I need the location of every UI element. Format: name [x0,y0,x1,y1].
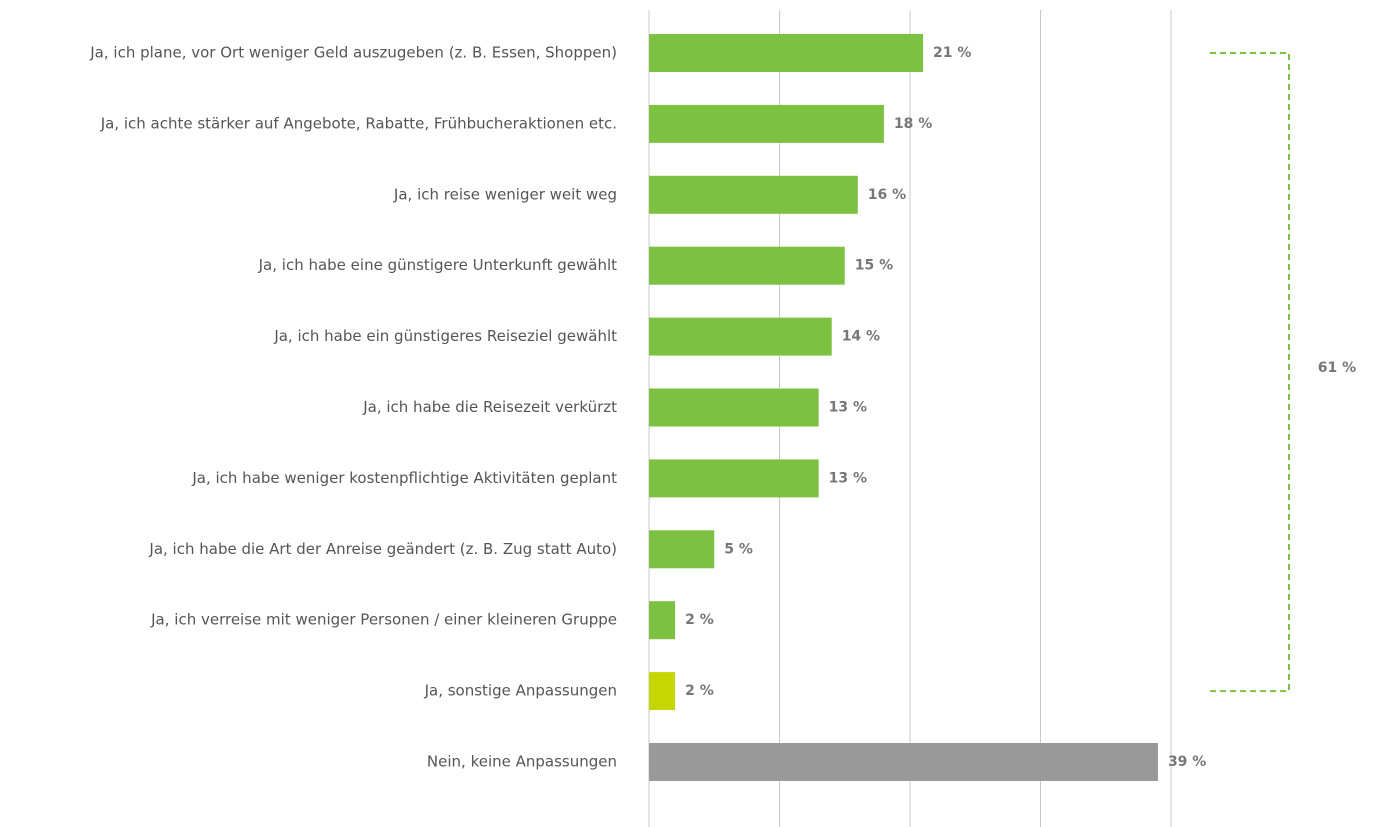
bar [649,459,819,498]
bar [649,672,676,711]
value-label: 14 % [842,329,880,345]
category-label: Ja, ich verreise mit weniger Personen / … [150,611,617,629]
value-label: 13 % [829,400,867,416]
bar [649,104,884,143]
value-label: 5 % [724,541,753,557]
bar [649,317,832,356]
value-label: 13 % [829,470,867,486]
category-label: Ja, ich habe ein günstigeres Reiseziel g… [273,327,617,345]
bar [649,388,819,427]
category-label: Ja, ich plane, vor Ort weniger Geld ausz… [89,44,617,62]
bar [649,175,858,214]
category-label: Ja, ich reise weniger weit weg [393,185,617,203]
value-label: 39 % [1168,754,1206,770]
bar [649,601,676,640]
bar [649,34,924,72]
category-label: Nein, keine Anpassungen [427,753,617,771]
category-label: Ja, ich habe weniger kostenpflichtige Ak… [191,469,617,487]
bar [649,743,1158,781]
category-label: Ja, ich habe die Reisezeit verkürzt [362,398,617,416]
bracket [1210,52,1290,693]
value-label: 18 % [894,116,932,132]
value-label: 15 % [855,258,893,274]
value-label: 2 % [685,683,714,699]
category-label: Ja, ich habe eine günstigere Unterkunft … [258,256,617,274]
bar [649,530,715,569]
category-label: Ja, sonstige Anpassungen [424,682,617,700]
bracket-label: 61 % [1318,360,1356,376]
bar [649,246,845,285]
category-label: Ja, ich achte stärker auf Angebote, Raba… [100,114,617,132]
value-label: 2 % [685,612,714,628]
category-label: Ja, ich habe die Art der Anreise geänder… [148,540,617,558]
value-label: 21 % [933,45,971,61]
value-label: 16 % [868,187,906,203]
